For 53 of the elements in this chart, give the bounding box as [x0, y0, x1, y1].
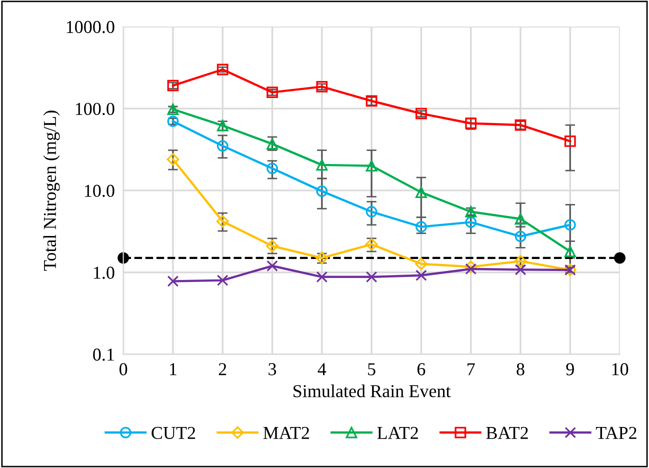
point: [514, 230, 526, 242]
legend-label: MAT2: [263, 426, 309, 439]
legend-label: TAP2: [596, 426, 636, 439]
legend-label: CUT2: [152, 426, 196, 440]
point: [118, 252, 130, 264]
point: [414, 258, 428, 270]
x-tick-label: 0: [119, 363, 128, 376]
x-tick-label: 3: [268, 363, 276, 376]
x-tick-label: 2: [218, 363, 226, 376]
point: [514, 213, 526, 225]
point: [266, 162, 278, 174]
point: [316, 271, 328, 283]
x-tick-label: 6: [417, 363, 426, 376]
point: [316, 186, 328, 197]
point: [465, 216, 477, 228]
x-tick-label: 8: [516, 363, 524, 376]
x-tick-label: 9: [566, 363, 574, 376]
point: [366, 160, 378, 172]
point: [564, 135, 576, 147]
point: [465, 263, 477, 275]
point: [464, 260, 478, 274]
y-tick-label: 1.0: [94, 266, 114, 279]
legend-label: BAT2: [486, 426, 528, 439]
point: [216, 274, 228, 286]
x-tick-label: 10: [612, 363, 628, 376]
y-tick-label: 100.0: [76, 102, 114, 116]
point: [266, 260, 278, 272]
legend-label: LAT2: [377, 426, 418, 439]
point: [216, 64, 228, 76]
point: [564, 246, 576, 258]
point: [416, 186, 427, 198]
point: [564, 219, 576, 231]
x-tick-label: 4: [318, 363, 326, 376]
y-tick-label: 10.0: [84, 184, 114, 197]
point: [514, 254, 527, 268]
y-axis-title: Total Nitrogen (mg/L): [43, 110, 60, 271]
x-tick-label: 7: [468, 363, 475, 376]
point: [166, 153, 180, 166]
point: [316, 159, 328, 171]
point: [216, 215, 229, 228]
x-tick-label: 1: [170, 363, 176, 376]
point: [416, 221, 427, 233]
point: [514, 264, 526, 276]
y-tick-label: 0.1: [93, 348, 114, 361]
y-tick-label: 1000.0: [66, 20, 114, 34]
point: [167, 276, 179, 287]
x-axis-title: Simulated Rain Event: [294, 384, 451, 398]
point: [366, 271, 378, 283]
point: [366, 206, 378, 218]
x-tick-label: 5: [368, 363, 376, 376]
point: [216, 140, 228, 152]
point: [614, 252, 626, 264]
point: [416, 270, 427, 282]
